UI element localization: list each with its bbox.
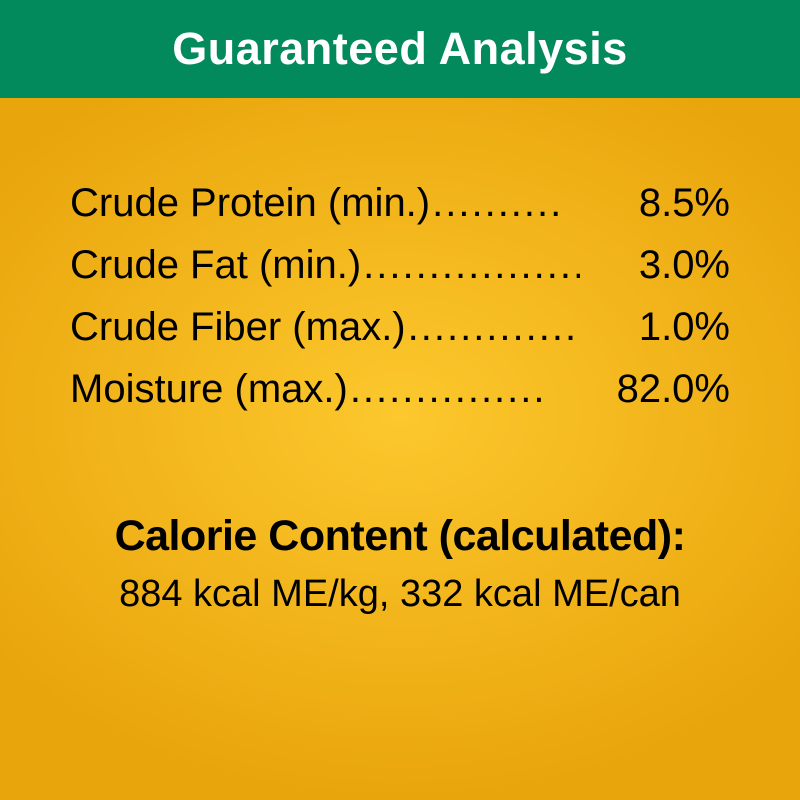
analysis-rows: Crude Protein (min.) .......... 8.5% Cru… — [70, 176, 730, 416]
analysis-value: 82.0% — [580, 362, 730, 416]
analysis-value: 1.0% — [580, 300, 730, 354]
panel-header: Guaranteed Analysis — [0, 0, 800, 98]
panel-body: Crude Protein (min.) .......... 8.5% Cru… — [0, 98, 800, 800]
analysis-row: Crude Fiber (max.) ............. 1.0% — [70, 300, 730, 354]
analysis-row: Crude Protein (min.) .......... 8.5% — [70, 176, 730, 230]
calorie-text: 884 kcal ME/kg, 332 kcal ME/can — [70, 573, 730, 616]
nutrition-panel: Guaranteed Analysis Crude Protein (min.)… — [0, 0, 800, 800]
analysis-value: 3.0% — [580, 238, 730, 292]
calorie-block: Calorie Content (calculated): 884 kcal M… — [70, 512, 730, 616]
analysis-value: 8.5% — [580, 176, 730, 230]
analysis-row: Crude Fat (min.) ................. 3.0% — [70, 238, 730, 292]
analysis-label: Crude Protein (min.) — [70, 176, 430, 230]
dot-leader: .......... — [430, 176, 580, 230]
analysis-label: Crude Fat (min.) — [70, 238, 361, 292]
calorie-heading: Calorie Content (calculated): — [70, 512, 730, 561]
analysis-label: Moisture (max.) — [70, 362, 348, 416]
analysis-label: Crude Fiber (max.) — [70, 300, 406, 354]
dot-leader: ............... — [348, 362, 580, 416]
dot-leader: ............. — [406, 300, 580, 354]
panel-title: Guaranteed Analysis — [172, 23, 628, 75]
dot-leader: ................. — [361, 238, 580, 292]
analysis-row: Moisture (max.) ............... 82.0% — [70, 362, 730, 416]
